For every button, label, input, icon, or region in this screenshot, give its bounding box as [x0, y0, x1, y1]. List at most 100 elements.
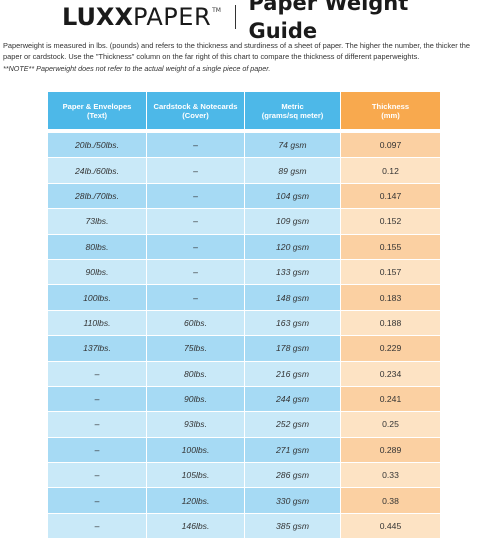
text-weight-cell: 80lbs.: [48, 234, 147, 260]
page-title: Paper Weight Guide: [248, 0, 409, 43]
header-metric-column: Metric (grams/sq meter): [245, 92, 341, 130]
thickness-cell: 0.25: [341, 412, 441, 438]
header-thickness-column: Thickness (mm): [341, 92, 441, 130]
logo-trademark: TM: [212, 7, 221, 14]
thickness-cell: 0.157: [341, 259, 441, 286]
text-weight-cell: –: [48, 386, 147, 413]
paper-weight-table: Paper & Envelopes (Text) Cardstock & Note…: [48, 92, 484, 539]
table-header-row: Paper & Envelopes (Text) Cardstock & Note…: [48, 92, 484, 130]
table-row: 137lbs. 75lbs. 178 gsm 0.229: [48, 336, 484, 362]
metric-cell: 385 gsm: [245, 513, 341, 539]
header-line: Paper & Envelopes: [62, 101, 132, 111]
table-row: 73lbs. –109 gsm 0.152: [48, 209, 484, 235]
cover-weight-cell: 60lbs.: [147, 310, 245, 337]
metric-cell: 271 gsm: [245, 437, 341, 464]
cover-weight-cell: –: [147, 259, 245, 286]
cover-weight-cell: –: [147, 183, 245, 210]
cover-weight-cell: –: [147, 285, 245, 311]
logo-paper: PAPER: [132, 3, 212, 31]
table-row: 28lb./70lbs. –104 gsm 0.147: [48, 183, 484, 210]
header-text-column: Paper & Envelopes (Text): [48, 92, 147, 130]
metric-cell: 120 gsm: [245, 234, 341, 260]
text-weight-cell: –: [48, 412, 147, 438]
luxpaper-logo: LUX X PAPER TM: [62, 3, 221, 31]
cover-weight-cell: 100lbs.: [147, 437, 245, 464]
table-row: 24lb./60lbs. –89 gsm 0.12: [48, 158, 484, 184]
table-row: –80lbs. 216 gsm 0.234: [48, 361, 484, 387]
table-row: 20lb./50lbs. –74 gsm 0.097: [48, 133, 484, 159]
metric-cell: 74 gsm: [245, 133, 341, 159]
thickness-cell: 0.152: [341, 209, 441, 235]
cover-weight-cell: –: [147, 234, 245, 260]
header-line: Thickness: [371, 101, 410, 111]
logo-x: X: [114, 3, 133, 31]
thickness-cell: 0.147: [341, 183, 441, 210]
table-row: –90lbs. 244 gsm 0.241: [48, 386, 484, 413]
table-row: –93lbs. 252 gsm 0.25: [48, 412, 484, 438]
table-row: 90lbs. –133 gsm 0.157: [48, 259, 484, 286]
header-line: Cardstock & Notecards: [153, 101, 238, 111]
cover-weight-cell: –: [147, 133, 245, 159]
text-weight-cell: –: [48, 437, 147, 464]
metric-cell: 163 gsm: [245, 310, 341, 337]
metric-cell: 244 gsm: [245, 386, 341, 413]
logo-lux: LUX: [62, 3, 115, 31]
header-divider: [234, 5, 237, 29]
metric-cell: 109 gsm: [245, 209, 341, 235]
cover-weight-cell: 90lbs.: [147, 386, 245, 413]
text-weight-cell: –: [48, 513, 147, 539]
header-line: (grams/sq meter): [261, 110, 324, 120]
cover-weight-cell: 146lbs.: [147, 513, 245, 539]
metric-cell: 148 gsm: [245, 285, 341, 311]
table-row: –100lbs. 271 gsm 0.289: [48, 437, 484, 464]
thickness-cell: 0.155: [341, 234, 441, 260]
intro-paragraph: Paperweight is measured in lbs. (pounds)…: [3, 41, 470, 61]
metric-cell: 178 gsm: [245, 336, 341, 362]
cover-weight-cell: 75lbs.: [147, 336, 245, 362]
thickness-cell: 0.12: [341, 158, 441, 184]
header-line: Metric: [281, 101, 304, 111]
thickness-cell: 0.445: [341, 513, 441, 539]
text-weight-cell: –: [48, 361, 147, 387]
page: LUX X PAPER TM Paper Weight Guide Paperweig…: [3, 0, 484, 539]
text-weight-cell: 100lbs.: [48, 285, 147, 311]
header-line: (Cover): [182, 110, 209, 120]
metric-cell: 133 gsm: [245, 259, 341, 286]
thickness-cell: 0.097: [341, 133, 441, 159]
thickness-cell: 0.229: [341, 336, 441, 362]
cover-weight-cell: 120lbs.: [147, 488, 245, 514]
table-row: 110lbs. 60lbs. 163 gsm 0.188: [48, 310, 484, 337]
metric-cell: 216 gsm: [245, 361, 341, 387]
metric-cell: 330 gsm: [245, 488, 341, 514]
metric-cell: 89 gsm: [245, 158, 341, 184]
cover-weight-cell: 80lbs.: [147, 361, 245, 387]
metric-cell: 252 gsm: [245, 412, 341, 438]
text-weight-cell: 24lb./60lbs.: [48, 158, 147, 184]
thickness-cell: 0.289: [341, 437, 441, 464]
text-weight-cell: –: [48, 488, 147, 514]
text-weight-cell: 28lb./70lbs.: [48, 183, 147, 210]
table-row: 100lbs. –148 gsm 0.183: [48, 285, 484, 311]
text-weight-cell: –: [48, 463, 147, 489]
text-weight-cell: 73lbs.: [48, 209, 147, 235]
cover-weight-cell: 105lbs.: [147, 463, 245, 489]
cover-weight-cell: 93lbs.: [147, 412, 245, 438]
table-row: –105lbs. 286 gsm 0.33: [48, 463, 484, 489]
metric-cell: 286 gsm: [245, 463, 341, 489]
text-weight-cell: 110lbs.: [48, 310, 147, 337]
thickness-cell: 0.234: [341, 361, 441, 387]
thickness-cell: 0.241: [341, 386, 441, 413]
text-weight-cell: 137lbs.: [48, 336, 147, 362]
thickness-cell: 0.188: [341, 310, 441, 337]
text-weight-cell: 90lbs.: [48, 259, 147, 286]
header-line: (Text): [86, 110, 108, 120]
note-text: **NOTE** Paperweight does not refer to t…: [3, 64, 271, 73]
header: LUX X PAPER TM Paper Weight Guide: [62, 0, 484, 43]
thickness-cell: 0.33: [341, 463, 441, 489]
thickness-cell: 0.183: [341, 285, 441, 311]
header-cover-column: Cardstock & Notecards (Cover): [147, 92, 245, 130]
metric-cell: 104 gsm: [245, 183, 341, 210]
cover-weight-cell: –: [147, 158, 245, 184]
table-row: 80lbs. –120 gsm 0.155: [48, 234, 484, 260]
table-row: –120lbs. 330 gsm 0.38: [48, 488, 484, 514]
